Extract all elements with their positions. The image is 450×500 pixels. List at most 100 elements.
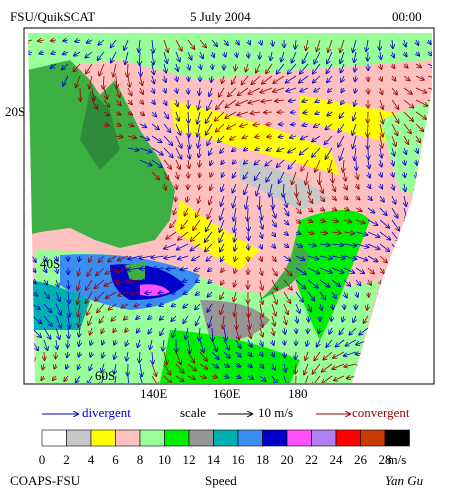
wind-vector — [196, 207, 201, 217]
wind-vector — [319, 232, 327, 233]
wind-vector — [332, 183, 335, 191]
wind-vector — [367, 231, 380, 237]
wind-vector — [206, 111, 213, 123]
wind-vector — [207, 303, 213, 312]
wind-vector — [116, 279, 129, 283]
wind-vector — [223, 339, 229, 350]
wind-vector — [272, 244, 275, 248]
wind-vector — [127, 136, 136, 138]
footer-center: Speed — [205, 473, 237, 488]
wind-vector — [77, 291, 80, 304]
wind-vector — [216, 99, 225, 109]
wind-vector — [284, 339, 285, 345]
wind-vector — [78, 303, 80, 317]
wind-vector — [392, 39, 393, 48]
lon-label: 160E — [213, 386, 241, 401]
wind-vector — [241, 75, 249, 85]
wind-vector — [301, 159, 309, 171]
wind-vector — [424, 364, 428, 367]
wind-vector — [51, 63, 57, 68]
wind-vector — [315, 100, 321, 102]
wind-vector — [175, 159, 180, 169]
wind-vector — [343, 255, 357, 259]
wind-vector — [380, 87, 382, 94]
wind-vector — [188, 111, 189, 123]
wind-vector — [260, 39, 262, 45]
wind-vector — [315, 159, 321, 172]
wind-vector — [355, 255, 367, 260]
wind-vector — [51, 52, 57, 54]
wind-vector — [235, 351, 241, 357]
wind-vector — [145, 292, 153, 293]
wind-vector — [88, 375, 93, 383]
wind-vector — [230, 135, 237, 140]
wind-vector — [325, 123, 333, 130]
wind-vector — [320, 303, 322, 310]
wind-vector — [140, 268, 153, 269]
wind-vector — [403, 111, 413, 121]
wind-vector — [331, 232, 341, 233]
wind-vector — [251, 112, 261, 114]
wind-vector — [183, 292, 189, 294]
wind-vector — [328, 88, 332, 92]
wind-vector — [336, 339, 345, 347]
wind-vector — [331, 244, 343, 245]
wind-vector — [223, 364, 229, 367]
wind-vector — [170, 219, 177, 228]
wind-vector — [353, 39, 357, 52]
wind-vector — [220, 303, 225, 314]
wind-vector — [199, 39, 206, 48]
wind-vector — [273, 75, 285, 83]
wind-vector — [171, 304, 177, 307]
wind-vector — [392, 171, 393, 177]
wind-vector — [124, 316, 128, 320]
wind-vector — [303, 112, 309, 113]
wind-vector — [368, 339, 381, 344]
wind-vector — [327, 112, 333, 116]
wind-vector — [90, 351, 92, 357]
wind-vector — [271, 207, 276, 218]
wind-vector — [255, 148, 261, 150]
wind-vector — [56, 279, 59, 287]
wind-vector — [421, 339, 429, 345]
wind-vector — [222, 75, 224, 83]
wind-vector — [356, 159, 357, 170]
wind-vector — [197, 111, 200, 124]
wind-vector — [79, 255, 80, 261]
wind-vector — [292, 51, 297, 63]
wind-vector — [427, 255, 428, 261]
wind-vector — [391, 123, 398, 135]
wind-vector — [211, 171, 213, 177]
wind-vector — [237, 111, 249, 115]
wind-vector — [248, 231, 249, 240]
speed-zone — [200, 300, 270, 341]
wind-vector — [322, 375, 333, 383]
wind-vector — [288, 147, 297, 153]
wind-vector — [163, 171, 169, 180]
wind-vector — [382, 352, 393, 353]
wind-vector — [114, 363, 116, 374]
wind-vector — [140, 112, 144, 115]
speed-zone — [28, 33, 432, 80]
wind-vector — [266, 124, 273, 125]
wind-vector — [208, 280, 212, 283]
wind-vector — [244, 148, 248, 151]
wind-vector — [284, 351, 285, 358]
wind-vector — [416, 231, 417, 242]
wind-vector — [127, 87, 132, 96]
wind-vector — [100, 375, 105, 383]
colorbar-label: 8 — [137, 452, 144, 467]
wind-vector — [152, 351, 153, 364]
wind-vector — [209, 87, 212, 96]
wind-vector — [272, 39, 273, 46]
wind-vector — [313, 63, 321, 74]
wind-vector — [140, 100, 143, 104]
wind-vector — [176, 195, 177, 201]
wind-vector — [415, 87, 427, 93]
wind-vector — [341, 75, 344, 82]
wind-vector — [74, 52, 81, 56]
wind-vector — [283, 303, 288, 314]
wind-vector — [158, 292, 165, 293]
wind-vector — [344, 291, 347, 298]
wind-vector — [153, 268, 165, 269]
